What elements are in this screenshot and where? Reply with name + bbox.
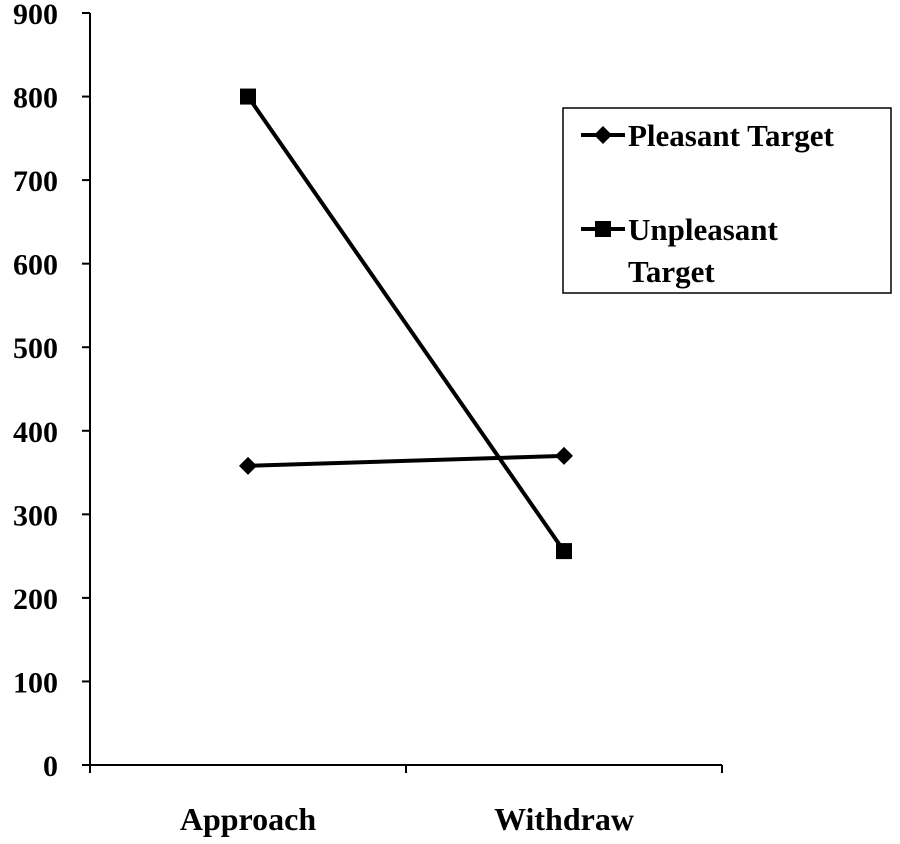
legend: Pleasant Target Unpleasant Target [562,107,892,294]
legend-item-pleasant: Pleasant Target [581,118,834,153]
legend-box [562,107,892,294]
y-tick-label: 800 [13,82,58,115]
series-line [246,95,566,553]
legend-label-unpleasant-line2: Target [628,254,715,289]
series-line [247,453,565,468]
y-ticks: 0 100 200 300 400 500 600 700 800 900 [13,0,90,783]
diamond-point [555,446,573,465]
y-tick-label: 900 [13,0,58,31]
y-tick-label: 700 [13,165,58,198]
y-tick-label: 400 [13,416,58,449]
series-pleasant-target [239,446,573,475]
square-point [556,543,572,560]
x-category-label: Approach [180,801,317,837]
y-tick-label: 500 [13,332,58,365]
legend-label-unpleasant-line1: Unpleasant [628,212,779,247]
y-tick-label: 300 [13,499,58,532]
series-unpleasant-target [240,88,572,560]
legend-diamond-marker [594,126,612,144]
y-tick-label: 100 [13,666,58,699]
legend-label-pleasant: Pleasant Target [628,118,834,153]
x-category-label: Withdraw [494,801,634,837]
legend-item-unpleasant: Unpleasant Target [581,212,786,289]
legend-label-unpleasant: Unpleasant Target [628,212,786,289]
diamond-point [239,456,257,475]
x-ticks: Approach Withdraw [89,765,723,837]
square-point [240,88,256,105]
y-tick-label: 200 [13,583,58,616]
series-layer [239,88,573,560]
y-tick-label: 0 [43,750,58,783]
y-tick-label: 600 [13,249,58,282]
legend-square-marker [595,221,611,237]
